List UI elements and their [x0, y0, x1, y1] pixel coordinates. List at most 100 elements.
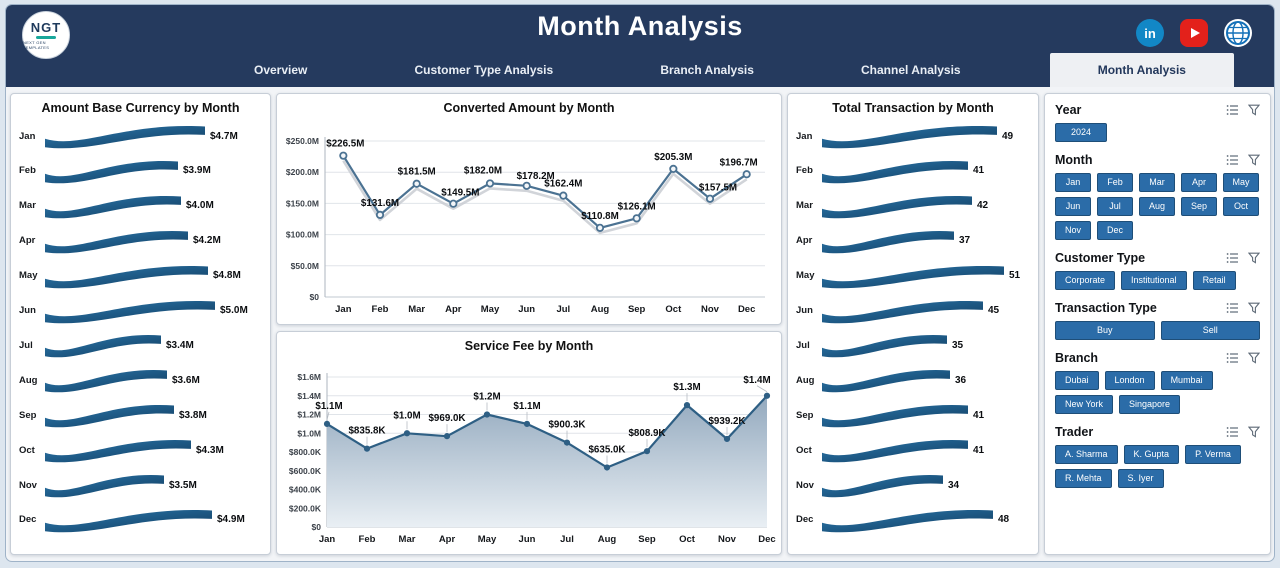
- ribbon-shape-jul[interactable]: [45, 331, 161, 359]
- ribbon-shape-nov[interactable]: [822, 471, 943, 499]
- list-icon[interactable]: [1226, 252, 1239, 264]
- filter-option-london[interactable]: London: [1104, 371, 1155, 390]
- filter-icon[interactable]: [1248, 154, 1260, 166]
- data-point-jan[interactable]: [339, 151, 348, 160]
- ribbon-shape-oct[interactable]: [822, 436, 968, 464]
- filter-icon[interactable]: [1248, 104, 1260, 116]
- data-point-sep[interactable]: [632, 214, 641, 223]
- ribbon-shape-jul[interactable]: [822, 331, 947, 359]
- ribbon-shape-may[interactable]: [45, 262, 208, 290]
- filter-option-jun[interactable]: Jun: [1055, 197, 1091, 216]
- data-point-jun[interactable]: [522, 181, 531, 190]
- ribbon-shape-jun[interactable]: [45, 297, 215, 325]
- data-point-feb[interactable]: [375, 210, 385, 219]
- filter-option-feb[interactable]: Feb: [1097, 173, 1133, 192]
- filter-option-jan[interactable]: Jan: [1055, 173, 1091, 192]
- linkedin-icon[interactable]: in: [1136, 19, 1164, 47]
- data-point-jul[interactable]: [559, 191, 568, 200]
- filter-option-jul[interactable]: Jul: [1097, 197, 1133, 216]
- ribbon-shape-may[interactable]: [822, 262, 1004, 290]
- filter-icon[interactable]: [1248, 426, 1260, 438]
- data-point-sep[interactable]: [643, 448, 651, 455]
- data-point-jun[interactable]: [523, 420, 531, 427]
- filter-option-s-iyer[interactable]: S. Iyer: [1117, 469, 1164, 488]
- data-point-aug[interactable]: [595, 223, 605, 232]
- service-fee-area-chart[interactable]: $0 $200.0K $400.0K $600.0K $800.0K $1.0M $1.2M…: [277, 353, 779, 549]
- filter-option-r-mehta[interactable]: R. Mehta: [1055, 469, 1112, 488]
- ribbon-shape-mar[interactable]: [45, 192, 181, 220]
- filter-option-new-york[interactable]: New York: [1055, 395, 1114, 414]
- tab-customer-type-analysis[interactable]: Customer Type Analysis: [414, 63, 554, 77]
- ribbon-shape-nov[interactable]: [45, 471, 164, 499]
- tab-overview[interactable]: Overview: [254, 63, 308, 77]
- filter-option-2024[interactable]: 2024: [1055, 123, 1107, 142]
- youtube-icon[interactable]: [1180, 19, 1208, 47]
- data-point-may[interactable]: [483, 411, 491, 418]
- filter-option-retail[interactable]: Retail: [1192, 271, 1236, 290]
- filter-icon[interactable]: [1248, 252, 1260, 264]
- filter-option-singapore[interactable]: Singapore: [1119, 395, 1181, 414]
- ribbon-shape-jan[interactable]: [45, 122, 205, 150]
- filter-option-dubai[interactable]: Dubai: [1055, 371, 1099, 390]
- filter-option-institutional[interactable]: Institutional: [1121, 271, 1187, 290]
- ngt-logo[interactable]: NGT NEXT GEN TEMPLATES: [22, 11, 70, 59]
- filter-option-buy[interactable]: Buy: [1055, 321, 1155, 340]
- data-point-nov[interactable]: [723, 435, 731, 443]
- data-point-apr[interactable]: [449, 199, 458, 208]
- filter-option-apr[interactable]: Apr: [1181, 173, 1217, 192]
- data-point-mar[interactable]: [412, 179, 421, 188]
- filter-option-sep[interactable]: Sep: [1181, 197, 1217, 216]
- svg-text:$200.0M: $200.0M: [286, 167, 319, 177]
- data-point-jan[interactable]: [323, 420, 331, 427]
- list-icon[interactable]: [1226, 154, 1239, 166]
- data-point-dec[interactable]: [763, 392, 771, 399]
- filter-option-nov[interactable]: Nov: [1055, 221, 1091, 240]
- data-point-jul[interactable]: [563, 439, 571, 446]
- data-point-apr[interactable]: [443, 433, 451, 440]
- filter-icon[interactable]: [1248, 302, 1260, 314]
- tab-month-analysis[interactable]: Month Analysis: [1049, 53, 1234, 87]
- ribbon-shape-feb[interactable]: [45, 157, 178, 185]
- list-icon[interactable]: [1226, 352, 1239, 364]
- converted-amount-line-chart[interactable]: $0 $50.0M $100.0M $150.0M $200.0M $250.0M Jan F…: [277, 115, 779, 321]
- data-point-nov[interactable]: [705, 194, 715, 203]
- ribbon-shape-sep[interactable]: [45, 401, 174, 429]
- ribbon-shape-sep[interactable]: [822, 401, 968, 429]
- ribbon-shape-jun[interactable]: [822, 297, 983, 325]
- filter-option-corporate[interactable]: Corporate: [1055, 271, 1116, 290]
- filter-option-k-gupta[interactable]: K. Gupta: [1123, 445, 1180, 464]
- data-point-oct[interactable]: [683, 402, 691, 409]
- ribbon-shape-aug[interactable]: [822, 366, 950, 394]
- filter-icon[interactable]: [1248, 352, 1260, 364]
- ribbon-shape-feb[interactable]: [822, 157, 968, 185]
- filter-option-oct[interactable]: Oct: [1223, 197, 1259, 216]
- data-point-aug[interactable]: [603, 464, 611, 471]
- list-icon[interactable]: [1226, 302, 1239, 314]
- list-icon[interactable]: [1226, 104, 1239, 116]
- ribbon-shape-apr[interactable]: [45, 227, 188, 255]
- tab-channel-analysis[interactable]: Channel Analysis: [861, 63, 961, 77]
- filter-option-p-verma[interactable]: P. Verma: [1185, 445, 1241, 464]
- filter-option-sell[interactable]: Sell: [1160, 321, 1260, 340]
- data-point-oct[interactable]: [669, 164, 678, 173]
- ribbon-shape-apr[interactable]: [822, 227, 954, 255]
- globe-icon[interactable]: [1224, 19, 1252, 47]
- data-point-may[interactable]: [485, 179, 495, 188]
- filter-option-mar[interactable]: Mar: [1139, 173, 1175, 192]
- data-point-mar[interactable]: [403, 430, 411, 437]
- data-point-feb[interactable]: [363, 445, 371, 452]
- data-point-dec[interactable]: [742, 170, 751, 179]
- filter-option-a-sharma[interactable]: A. Sharma: [1055, 445, 1118, 464]
- ribbon-shape-dec[interactable]: [822, 506, 993, 534]
- ribbon-shape-jan[interactable]: [822, 122, 997, 150]
- filter-option-may[interactable]: May: [1223, 173, 1259, 192]
- ribbon-shape-dec[interactable]: [45, 506, 212, 534]
- ribbon-shape-aug[interactable]: [45, 366, 167, 394]
- filter-option-mumbai[interactable]: Mumbai: [1160, 371, 1213, 390]
- filter-option-aug[interactable]: Aug: [1139, 197, 1175, 216]
- tab-branch-analysis[interactable]: Branch Analysis: [660, 63, 754, 77]
- ribbon-shape-mar[interactable]: [822, 192, 972, 220]
- list-icon[interactable]: [1226, 426, 1239, 438]
- ribbon-shape-oct[interactable]: [45, 436, 191, 464]
- filter-option-dec[interactable]: Dec: [1097, 221, 1133, 240]
